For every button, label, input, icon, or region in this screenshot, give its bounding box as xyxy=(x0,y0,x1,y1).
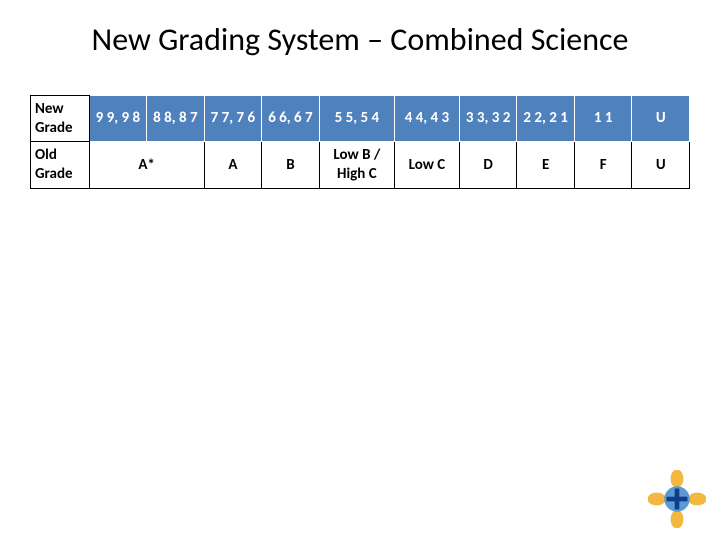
page-title: New Grading System – Combined Science xyxy=(30,22,690,59)
row-label-new: New Grade xyxy=(31,95,90,142)
grade-table: New Grade 9 9, 9 8 8 8, 8 7 7 7, 7 6 6 6… xyxy=(30,95,690,189)
cell: 2 2, 2 1 xyxy=(517,95,575,142)
cell: 9 9, 9 8 xyxy=(89,95,147,142)
cell: 4 4, 4 3 xyxy=(395,95,460,142)
cell: B xyxy=(262,142,320,189)
cell: 7 7, 7 6 xyxy=(204,95,262,142)
row-label-old: Old Grade xyxy=(31,142,90,189)
cell: U xyxy=(632,95,690,142)
cell: 6 6, 6 7 xyxy=(262,95,320,142)
cell: A xyxy=(204,142,262,189)
cell: Low B / High C xyxy=(319,142,394,189)
cell: 1 1 xyxy=(574,95,632,142)
cell: 5 5, 5 4 xyxy=(319,95,394,142)
cell: F xyxy=(574,142,632,189)
cell: D xyxy=(459,142,517,189)
cell: A* xyxy=(89,142,204,189)
cell: 8 8, 8 7 xyxy=(147,95,205,142)
table-row-new-grade: New Grade 9 9, 9 8 8 8, 8 7 7 7, 7 6 6 6… xyxy=(31,95,690,142)
school-logo-icon xyxy=(648,470,706,528)
cell: Low C xyxy=(395,142,460,189)
grade-table-container: New Grade 9 9, 9 8 8 8, 8 7 7 7, 7 6 6 6… xyxy=(30,95,690,189)
cell: 3 3, 3 2 xyxy=(459,95,517,142)
table-row-old-grade: Old Grade A* A B Low B / High C Low C D … xyxy=(31,142,690,189)
cell: E xyxy=(517,142,575,189)
cell: U xyxy=(632,142,690,189)
slide: New Grading System – Combined Science Ne… xyxy=(0,0,720,540)
